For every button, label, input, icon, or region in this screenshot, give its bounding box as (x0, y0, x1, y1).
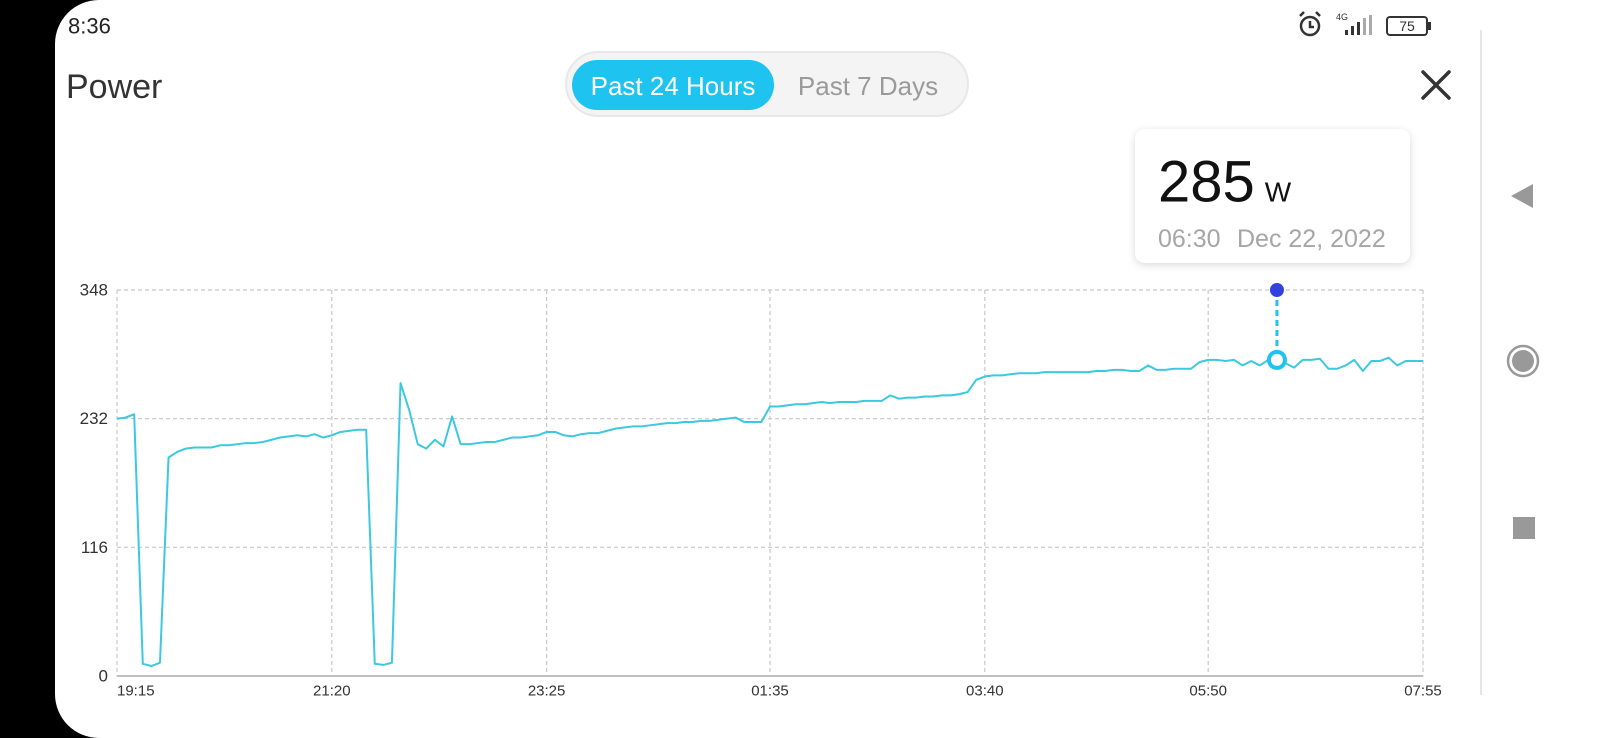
network-type: 4G (1336, 12, 1348, 22)
nav-home[interactable] (1506, 344, 1540, 378)
tooltip-unit: W (1265, 177, 1292, 208)
status-time: 8:36 (68, 14, 111, 39)
selection-dot (1269, 283, 1284, 297)
y-tick-label: 116 (81, 538, 108, 557)
tooltip-card (1135, 129, 1410, 263)
chart: 0 116 232 348 19:15 21:20 23:25 01:35 03:40 05:50… (80, 281, 1442, 700)
data-line (116, 356, 1423, 668)
x-tick-label: 21:20 (313, 683, 351, 700)
y-tick-label: 232 (80, 409, 108, 428)
tooltip-time: 06:30 (1158, 225, 1221, 253)
tooltip-value: 285 (1158, 150, 1255, 215)
x-tick-label: 07:55 (1404, 683, 1442, 700)
x-tick-label: 19:15 (117, 683, 155, 700)
page-title: Power (66, 68, 162, 106)
tab[interactable]: Past 7 Days (798, 71, 938, 101)
x-tick-label: 03:40 (966, 683, 1004, 700)
y-tick-label: 348 (80, 281, 108, 300)
signal-icon (1345, 15, 1372, 35)
battery-icon (1386, 16, 1431, 36)
tab-label: Past 24 Hours (591, 71, 756, 101)
tooltip-date: Dec 22, 2022 (1237, 225, 1386, 253)
tab[interactable]: Past 24 Hours (572, 60, 774, 110)
x-tick-label: 23:25 (528, 683, 566, 700)
nav-back[interactable] (1511, 184, 1533, 208)
nav-recents[interactable] (1513, 517, 1535, 539)
battery-level: 75 (1399, 18, 1415, 34)
tab-highlight (572, 60, 774, 110)
x-tick-label: 01:35 (751, 683, 789, 700)
selected-point (1266, 349, 1287, 370)
x-tick-label: 05:50 (1189, 683, 1227, 700)
y-tick-label: 0 (99, 667, 108, 686)
tab-label: Past 7 Days (798, 71, 938, 101)
close-button[interactable] (1410, 60, 1462, 112)
alarm-icon (1299, 11, 1321, 37)
